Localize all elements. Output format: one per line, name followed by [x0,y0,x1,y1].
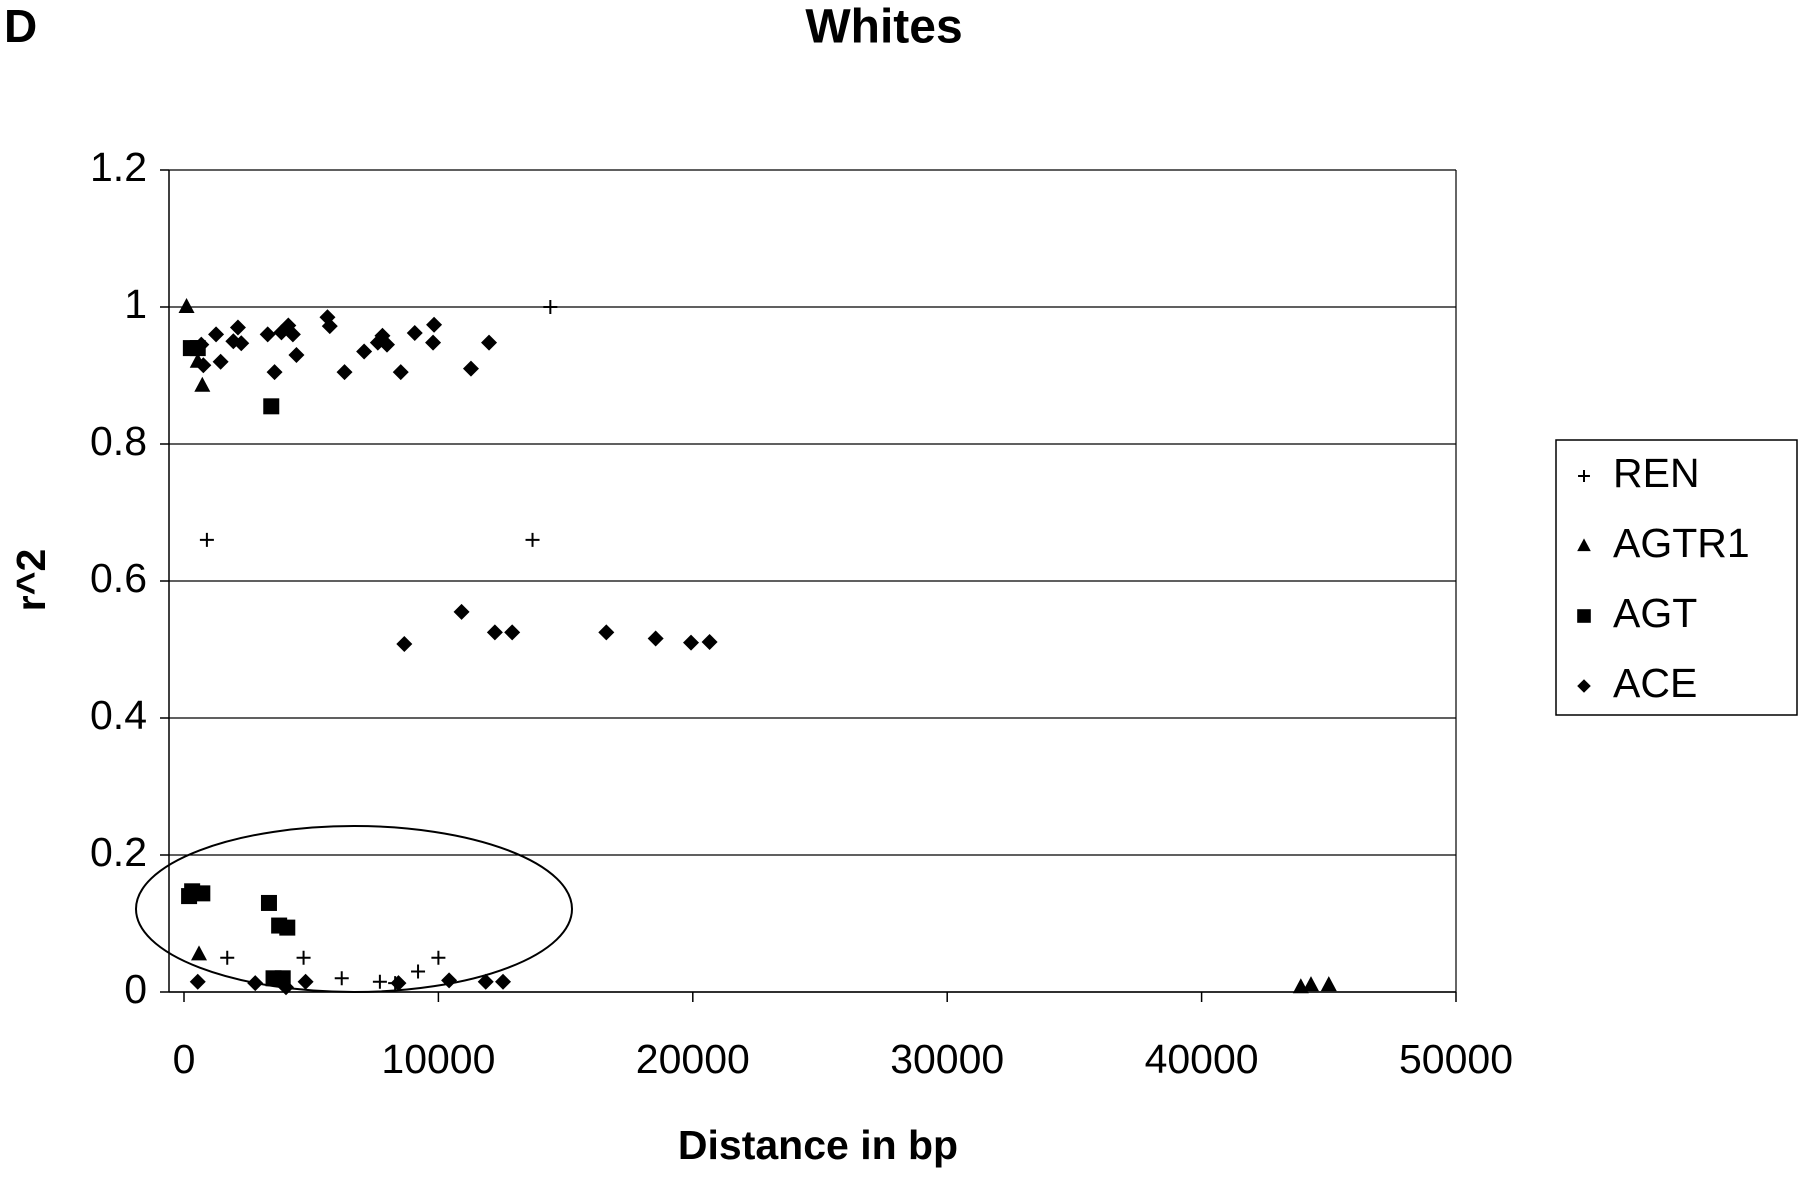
point [683,634,700,651]
legend-marker [1578,470,1590,482]
point [486,624,503,641]
point [199,532,214,547]
y-tick-label: 0.4 [90,692,147,738]
x-axis-title: Distance in bp [678,1122,958,1168]
point [1302,976,1319,992]
point [191,945,208,961]
y-tick-label: 0 [124,966,147,1012]
chart-title: Whites [805,1,962,54]
y-axis-title: r^2 [8,549,54,612]
point [406,325,423,342]
x-tick-label: 30000 [890,1036,1004,1082]
legend-label: REN [1613,450,1700,496]
point [1320,976,1337,992]
point [278,979,295,996]
point [178,298,195,313]
point [193,336,210,353]
point [495,973,512,990]
point [379,336,396,353]
point [356,343,373,360]
x-tick-label: 50000 [1399,1036,1513,1082]
point [525,532,540,547]
point [229,319,246,336]
point [334,971,349,986]
y-tick-label: 1.2 [90,144,147,190]
x-tick-label: 40000 [1145,1036,1259,1082]
panel-label: D [4,0,37,52]
point [647,630,664,647]
point [189,973,206,990]
point [284,326,301,343]
point [392,364,409,381]
point [441,972,458,989]
point [431,950,446,965]
legend-label: ACE [1613,660,1697,706]
point [481,334,498,351]
x-tick-label: 10000 [381,1036,495,1082]
point [260,894,277,911]
point [336,364,353,381]
x-tick-label: 20000 [636,1036,750,1082]
point [453,603,470,620]
legend-label: AGT [1613,590,1697,636]
point [279,919,296,936]
legend-marker [1577,538,1591,552]
point [504,624,521,641]
point [194,376,211,392]
point [259,326,276,343]
point [266,364,283,381]
y-tick-label: 0.6 [90,555,147,601]
point [297,973,314,990]
legend-marker [1577,609,1591,623]
point [212,353,229,370]
legend-box [1555,439,1798,716]
point [477,973,494,990]
point [195,357,212,374]
point [390,975,407,992]
point [543,300,558,314]
point [321,318,338,335]
point [396,636,413,653]
point [263,398,280,415]
point [194,885,211,902]
point [425,334,442,351]
y-tick-label: 0.8 [90,418,147,464]
legend-label: AGTR1 [1613,520,1750,566]
point [598,624,615,641]
point [411,964,426,979]
point [233,335,250,352]
point [288,346,305,363]
point [247,975,264,992]
annotation-ellipse [135,825,573,993]
point [296,950,311,965]
point [462,360,479,377]
point [701,633,718,650]
y-tick-label: 0.2 [90,829,147,875]
point [426,316,443,333]
y-tick-label: 1 [124,281,147,327]
legend-marker [1577,679,1591,693]
point [208,326,225,343]
point [181,888,198,905]
point [372,974,387,989]
point [220,950,235,965]
x-tick-label: 0 [173,1036,196,1082]
